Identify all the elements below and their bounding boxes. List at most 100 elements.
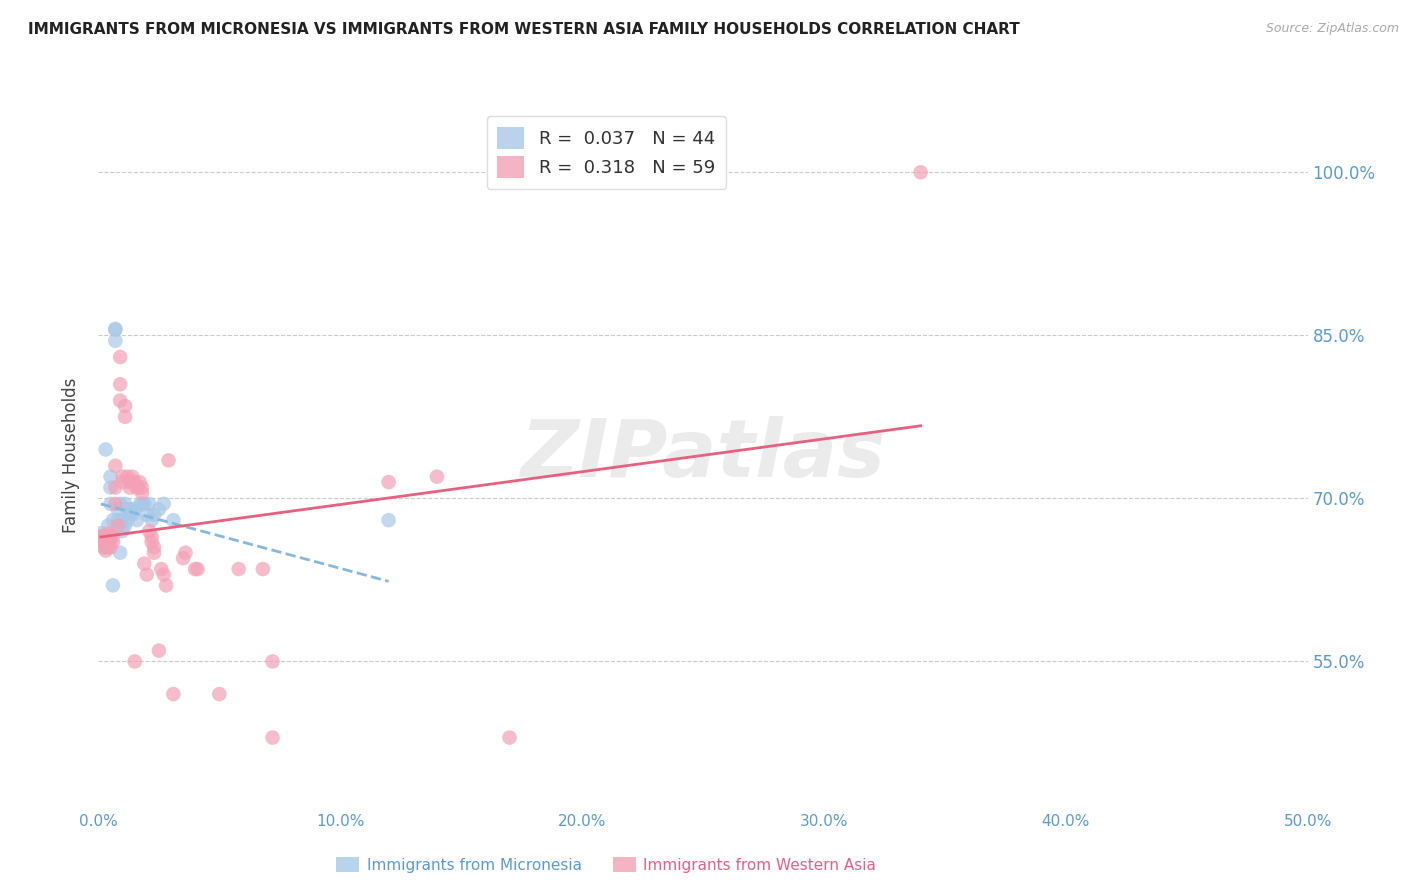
Point	[97, 541, 120, 555]
Point	[172, 551, 194, 566]
Point	[426, 469, 449, 483]
Point	[97, 518, 120, 533]
Point	[143, 541, 166, 555]
Point	[90, 526, 112, 541]
Point	[101, 578, 124, 592]
Point	[91, 541, 114, 555]
Point	[208, 687, 231, 701]
Point	[100, 541, 122, 555]
Point	[148, 643, 170, 657]
Point	[124, 502, 146, 516]
Point	[174, 546, 197, 560]
Point	[910, 165, 932, 179]
Point	[150, 562, 173, 576]
Point	[135, 567, 157, 582]
Point	[377, 513, 399, 527]
Point	[127, 481, 149, 495]
Point	[104, 323, 127, 337]
Point	[162, 513, 184, 527]
Point	[135, 508, 157, 522]
Point	[114, 518, 136, 533]
Point	[118, 475, 141, 489]
Point	[121, 508, 143, 522]
Point	[111, 469, 134, 483]
Point	[101, 513, 124, 527]
Text: IMMIGRANTS FROM MICRONESIA VS IMMIGRANTS FROM WESTERN ASIA FAMILY HOUSEHOLDS COR: IMMIGRANTS FROM MICRONESIA VS IMMIGRANTS…	[28, 22, 1019, 37]
Point	[91, 529, 114, 543]
Point	[228, 562, 250, 576]
Point	[97, 526, 120, 541]
Point	[108, 518, 131, 533]
Point	[117, 502, 139, 516]
Point	[131, 497, 153, 511]
Point	[114, 409, 136, 424]
Point	[152, 497, 174, 511]
Point	[108, 350, 131, 364]
Point	[111, 475, 134, 489]
Point	[148, 502, 170, 516]
Point	[127, 513, 149, 527]
Point	[138, 497, 160, 511]
Point	[94, 541, 117, 555]
Point	[101, 529, 124, 543]
Point	[100, 469, 122, 483]
Point	[262, 655, 284, 669]
Point	[187, 562, 209, 576]
Point	[143, 508, 166, 522]
Point	[262, 731, 284, 745]
Point	[141, 529, 163, 543]
Point	[111, 524, 134, 538]
Point	[114, 497, 136, 511]
Point	[141, 535, 163, 549]
Point	[100, 497, 122, 511]
Point	[91, 535, 114, 549]
Point	[111, 513, 134, 527]
Point	[155, 578, 177, 592]
Point	[108, 377, 131, 392]
Text: Source: ZipAtlas.com: Source: ZipAtlas.com	[1265, 22, 1399, 36]
Point	[94, 543, 117, 558]
Point	[118, 508, 141, 522]
Text: ZIPatlas: ZIPatlas	[520, 416, 886, 494]
Point	[94, 535, 117, 549]
Point	[167, 845, 190, 859]
Point	[134, 497, 156, 511]
Point	[107, 502, 129, 516]
Point	[131, 486, 153, 500]
Point	[100, 481, 122, 495]
Point	[124, 475, 146, 489]
Point	[127, 481, 149, 495]
Point	[108, 546, 131, 560]
Point	[108, 497, 131, 511]
Point	[104, 497, 127, 511]
Point	[94, 442, 117, 457]
Point	[90, 529, 112, 543]
Point	[100, 529, 122, 543]
Point	[128, 475, 150, 489]
Point	[162, 687, 184, 701]
Point	[97, 535, 120, 549]
Point	[104, 458, 127, 473]
Legend: Immigrants from Micronesia, Immigrants from Western Asia: Immigrants from Micronesia, Immigrants f…	[330, 850, 882, 879]
Point	[104, 481, 127, 495]
Point	[138, 524, 160, 538]
Point	[184, 562, 207, 576]
Point	[104, 322, 127, 336]
Point	[104, 334, 127, 348]
Point	[131, 481, 153, 495]
Point	[121, 469, 143, 483]
Point	[114, 399, 136, 413]
Point	[101, 535, 124, 549]
Point	[108, 393, 131, 408]
Point	[157, 453, 180, 467]
Point	[97, 529, 120, 543]
Point	[377, 475, 399, 489]
Point	[498, 731, 520, 745]
Point	[118, 502, 141, 516]
Point	[152, 567, 174, 582]
Point	[107, 513, 129, 527]
Point	[124, 655, 146, 669]
Point	[117, 469, 139, 483]
Point	[128, 498, 150, 512]
Y-axis label: Family Households: Family Households	[62, 377, 80, 533]
